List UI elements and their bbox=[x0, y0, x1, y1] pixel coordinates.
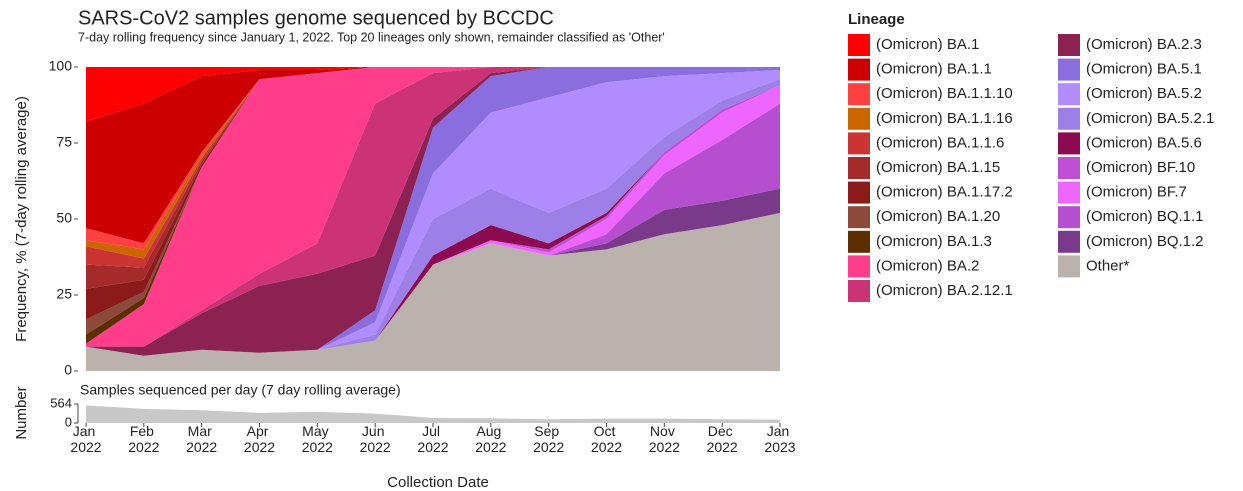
x-axis-label: Collection Date bbox=[387, 474, 489, 491]
legend-label: (Omicron) BA.1.1.10 bbox=[876, 85, 1013, 102]
area bbox=[86, 67, 780, 122]
x-tick-label: Jan 2023 bbox=[764, 423, 795, 455]
x-tick-label: Jun 2022 bbox=[360, 423, 391, 455]
legend-label: (Omicron) BA.1.15 bbox=[876, 159, 1000, 176]
area bbox=[86, 405, 780, 423]
legend-swatch bbox=[848, 181, 870, 204]
legend-swatch bbox=[1058, 83, 1080, 106]
legend-swatch bbox=[1058, 107, 1080, 130]
legend-label: (Omicron) BF.10 bbox=[1086, 159, 1195, 176]
legend-swatch bbox=[1058, 181, 1080, 204]
legend-label: (Omicron) BA.5.1 bbox=[1086, 61, 1202, 78]
chart-title: SARS-CoV2 samples genome sequenced by BC… bbox=[78, 7, 554, 29]
y-tick-label: 564 bbox=[50, 395, 72, 410]
legend-label: (Omicron) BF.7 bbox=[1086, 184, 1187, 201]
x-tick-label: Nov 2022 bbox=[649, 423, 680, 455]
legend-swatch bbox=[848, 132, 870, 155]
legend-swatch bbox=[1058, 255, 1080, 278]
legend-label: (Omicron) BA.1.20 bbox=[876, 208, 1000, 225]
y-tick-label: 25 bbox=[56, 286, 72, 302]
legend-swatch bbox=[1058, 132, 1080, 155]
y-tick-label: 0 bbox=[65, 414, 72, 429]
x-tick-label: Mar 2022 bbox=[186, 423, 217, 455]
legend-swatch bbox=[1058, 230, 1080, 253]
legend-label: (Omicron) BA.1.17.2 bbox=[876, 184, 1013, 201]
x-tick-label: Sep 2022 bbox=[533, 423, 564, 455]
legend-swatch bbox=[848, 107, 870, 130]
legend-label: (Omicron) BA.1.1.6 bbox=[876, 134, 1004, 151]
legend-swatch bbox=[848, 230, 870, 253]
legend-swatch bbox=[1058, 206, 1080, 229]
legend-swatch bbox=[848, 157, 870, 179]
y-axis-label: Number bbox=[13, 386, 30, 439]
area bbox=[86, 70, 780, 356]
area bbox=[86, 188, 780, 356]
legend-label: (Omicron) BA.2.3 bbox=[1086, 36, 1202, 53]
x-tick-label: Dec 2022 bbox=[707, 423, 738, 455]
y-tick-label: 50 bbox=[56, 210, 72, 226]
panel-title: Samples sequenced per day (7 day rolling… bbox=[80, 382, 401, 398]
legend-swatch bbox=[1058, 58, 1080, 81]
x-tick-label: Oct 2022 bbox=[591, 423, 622, 455]
legend-label: (Omicron) BA.5.2.1 bbox=[1086, 110, 1214, 127]
legend-label: (Omicron) BA.1 bbox=[876, 36, 979, 53]
legend-label: (Omicron) BA.1.3 bbox=[876, 233, 992, 250]
x-tick-label: May 2022 bbox=[302, 423, 333, 455]
legend-label: (Omicron) BQ.1.2 bbox=[1086, 233, 1204, 250]
legend-label: (Omicron) BA.2 bbox=[876, 257, 979, 274]
chart-subtitle: 7-day rolling frequency since January 1,… bbox=[78, 30, 665, 44]
legend-swatch bbox=[848, 58, 870, 81]
y-tick-label: 0 bbox=[64, 362, 72, 378]
legend-label: (Omicron) BA.5.6 bbox=[1086, 134, 1202, 151]
legend-label: (Omicron) BA.2.12.1 bbox=[876, 282, 1013, 299]
legend-label: (Omicron) BQ.1.1 bbox=[1086, 208, 1204, 225]
legend-label: (Omicron) BA.1.1.16 bbox=[876, 110, 1013, 127]
legend-label: (Omicron) BA.5.2 bbox=[1086, 85, 1202, 102]
area bbox=[86, 212, 780, 371]
legend-swatch bbox=[848, 280, 870, 302]
legend-swatch bbox=[848, 34, 870, 56]
x-tick-label: Jan 2022 bbox=[70, 423, 101, 455]
y-tick-label: 75 bbox=[56, 134, 72, 150]
legend-swatch bbox=[848, 83, 870, 106]
legend-swatch bbox=[1058, 34, 1080, 56]
legend-swatch bbox=[848, 255, 870, 278]
legend-swatch bbox=[1058, 157, 1080, 179]
legend-label: (Omicron) BA.1.1 bbox=[876, 61, 992, 78]
x-tick-label: Apr 2022 bbox=[244, 423, 275, 455]
area bbox=[86, 67, 780, 356]
legend-title: Lineage bbox=[848, 11, 905, 28]
area bbox=[86, 67, 780, 347]
legend-swatch bbox=[848, 206, 870, 229]
area bbox=[86, 67, 780, 347]
x-tick-label: Aug 2022 bbox=[475, 423, 506, 455]
x-tick-label: Feb 2022 bbox=[128, 423, 159, 455]
y-tick-label: 100 bbox=[49, 58, 73, 74]
legend-label: Other* bbox=[1086, 257, 1130, 274]
x-tick-label: Jul 2022 bbox=[417, 423, 448, 455]
y-axis-label: Frequency, % (7-day rolling average) bbox=[13, 96, 30, 342]
